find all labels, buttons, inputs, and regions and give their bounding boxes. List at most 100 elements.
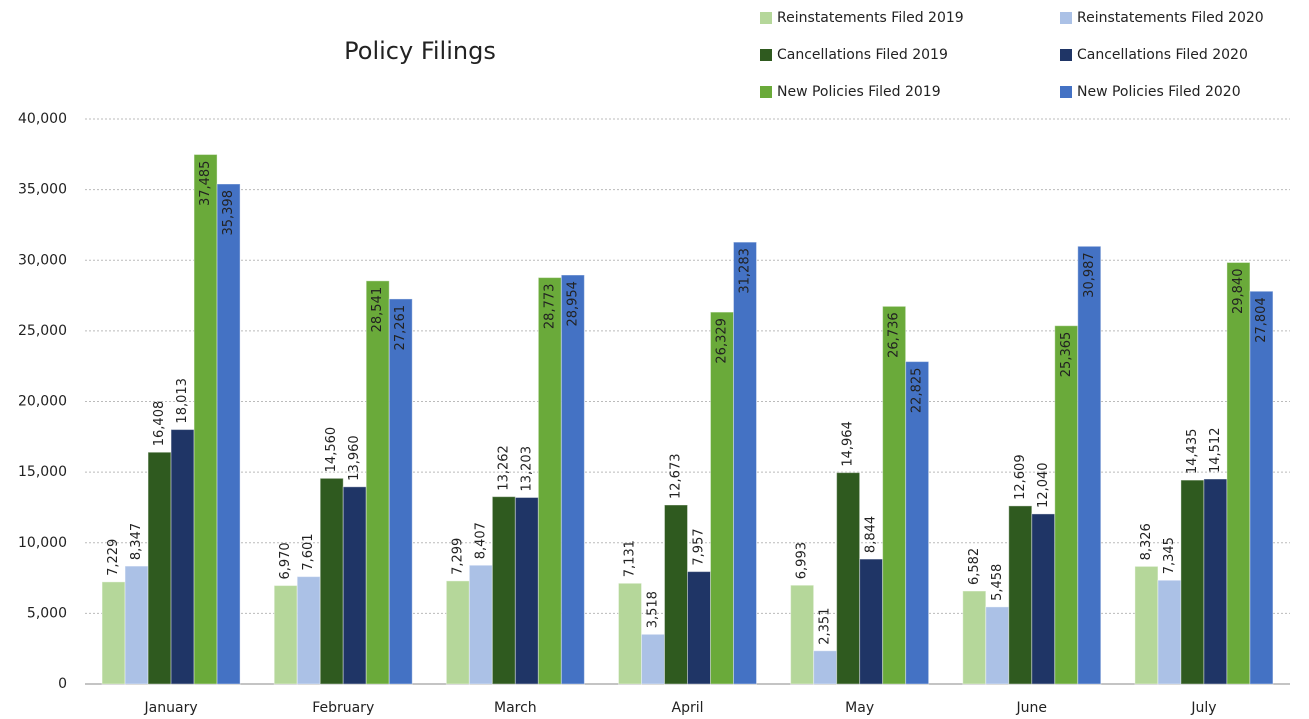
legend-label: Reinstatements Filed 2019	[777, 10, 964, 26]
value-label: 27,804	[1254, 297, 1269, 343]
bar	[468, 564, 493, 685]
value-label: 7,345	[1162, 537, 1177, 574]
value-label: 8,844	[864, 516, 879, 553]
bar	[641, 633, 665, 685]
value-label: 8,347	[129, 523, 144, 560]
value-label: 14,560	[324, 427, 339, 473]
bar	[1134, 565, 1159, 685]
bar	[1054, 325, 1079, 685]
bar	[273, 585, 298, 685]
bar	[365, 280, 390, 685]
y-tick-label: 10,000	[18, 535, 67, 551]
value-label: 5,458	[990, 564, 1005, 601]
value-label: 7,131	[623, 540, 638, 577]
bar	[445, 580, 470, 685]
bar	[1226, 262, 1251, 685]
value-label: 6,970	[278, 542, 293, 579]
x-tick-label: June	[1016, 700, 1048, 716]
value-label: 26,736	[887, 312, 902, 358]
legend-swatch	[760, 49, 772, 61]
legend-label: Cancellations Filed 2019	[777, 47, 948, 63]
bar	[836, 472, 861, 685]
bar	[1180, 479, 1205, 685]
value-label: 26,329	[715, 318, 730, 364]
bar	[319, 477, 344, 685]
x-tick-label: April	[672, 700, 704, 716]
bar	[790, 584, 815, 685]
bar	[905, 361, 930, 685]
bar	[813, 650, 838, 685]
bar	[147, 451, 172, 685]
y-tick-label: 30,000	[18, 252, 67, 268]
value-label: 13,960	[347, 435, 362, 481]
bar	[193, 154, 218, 685]
value-label: 12,609	[1013, 454, 1028, 499]
bar	[618, 582, 642, 685]
bar	[124, 565, 149, 685]
x-tick-label: January	[144, 700, 198, 716]
legend-swatch	[1060, 49, 1072, 61]
bar	[962, 590, 987, 685]
value-label: 7,299	[450, 538, 465, 575]
x-tick-label: July	[1190, 700, 1216, 716]
value-label: 7,601	[301, 533, 316, 570]
value-label: 31,283	[738, 248, 753, 294]
value-label: 7,957	[692, 528, 707, 565]
chart-title: Policy Filings	[344, 37, 496, 65]
value-label: 6,582	[967, 548, 982, 585]
x-tick-label: May	[845, 700, 874, 716]
bar	[1157, 579, 1182, 685]
y-tick-label: 35,000	[18, 182, 67, 198]
value-label: 29,840	[1231, 269, 1246, 315]
bar	[859, 558, 884, 685]
bar	[1031, 513, 1056, 685]
bar	[537, 277, 562, 685]
y-tick-label: 5,000	[27, 605, 67, 621]
value-label: 7,229	[106, 539, 121, 576]
x-tick-label: March	[494, 700, 537, 716]
value-label: 28,541	[370, 287, 385, 333]
value-label: 8,326	[1139, 523, 1154, 560]
value-label: 16,408	[152, 401, 167, 447]
value-label: 28,954	[565, 281, 580, 327]
value-label: 6,993	[795, 542, 810, 579]
bar	[491, 496, 516, 685]
value-label: 30,987	[1082, 252, 1097, 298]
value-label: 27,261	[393, 305, 408, 351]
legend-label: Reinstatements Filed 2020	[1077, 10, 1264, 26]
y-tick-label: 15,000	[18, 464, 67, 480]
y-tick-label: 0	[58, 676, 67, 692]
value-label: 14,435	[1185, 429, 1200, 475]
bar	[514, 497, 539, 685]
legend-swatch	[760, 86, 772, 98]
value-label: 37,485	[198, 161, 213, 207]
value-label: 28,773	[542, 284, 557, 330]
bar	[560, 274, 585, 685]
bar	[170, 429, 195, 685]
value-label: 14,964	[841, 421, 856, 467]
value-label: 2,351	[818, 608, 833, 645]
legend-swatch	[760, 12, 772, 24]
value-label: 14,512	[1208, 428, 1223, 474]
bar	[388, 298, 413, 685]
value-label: 8,407	[473, 522, 488, 559]
value-label: 35,398	[221, 190, 236, 236]
bar	[710, 311, 734, 685]
value-label: 13,203	[519, 446, 534, 492]
bar	[882, 305, 907, 685]
x-tick-label: February	[312, 700, 374, 716]
legend-swatch	[1060, 12, 1072, 24]
value-label: 25,365	[1059, 332, 1074, 378]
value-label: 22,825	[910, 368, 925, 414]
y-tick-label: 25,000	[18, 323, 67, 339]
y-tick-label: 40,000	[18, 111, 67, 127]
legend-label: New Policies Filed 2020	[1077, 84, 1241, 100]
bar	[733, 241, 757, 685]
value-label: 3,518	[646, 591, 661, 628]
bar	[985, 606, 1010, 685]
bar	[1203, 478, 1228, 685]
legend-label: New Policies Filed 2019	[777, 84, 941, 100]
value-label: 13,262	[496, 445, 511, 491]
value-label: 18,013	[175, 378, 190, 424]
